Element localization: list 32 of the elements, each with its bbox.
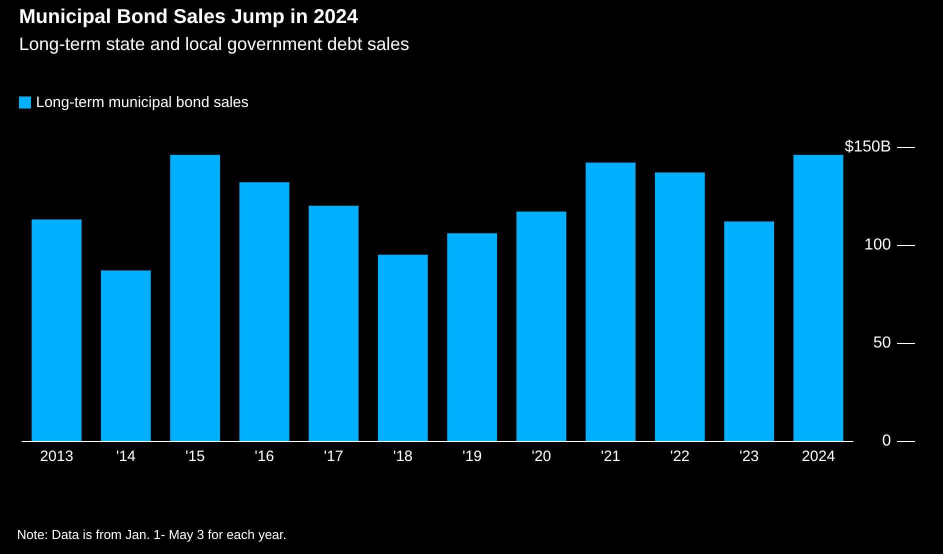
x-tick-label: '22 [670,448,690,465]
bar [516,212,566,441]
x-tick-label: 2024 [802,448,836,465]
x-tick-label: '14 [116,448,136,465]
legend-label: Long-term municipal bond sales [36,94,249,111]
x-tick-label: '15 [185,448,205,465]
bar [654,172,705,441]
bar [793,154,844,441]
chart-title: Municipal Bond Sales Jump in 2024 [19,6,359,28]
x-tick-label: '18 [393,448,413,465]
chart-subtitle: Long-term state and local government debt sales [19,34,410,54]
y-tick-label: 0 [882,432,892,450]
bar [378,254,428,441]
y-tick-label: $150B [844,138,891,156]
bar [239,182,290,441]
bar [586,162,636,441]
x-tick-label: '17 [324,448,344,465]
bar [724,221,774,441]
x-tick-label: '16 [254,448,274,465]
bar [447,233,498,441]
x-tick-label: '20 [532,448,552,465]
bar [308,206,359,441]
x-tick-label: '19 [462,448,482,465]
y-tick-label: 50 [873,334,892,352]
x-tick-label: 2013 [40,448,74,465]
bar [170,154,220,441]
bar [32,220,82,441]
x-tick-label: '21 [600,448,620,465]
y-tick-label: 100 [864,236,892,254]
text: Note: Data is from Jan. 1- May 3 for each year. [17,527,287,542]
x-tick-label: '23 [739,448,759,465]
bar [100,270,151,441]
